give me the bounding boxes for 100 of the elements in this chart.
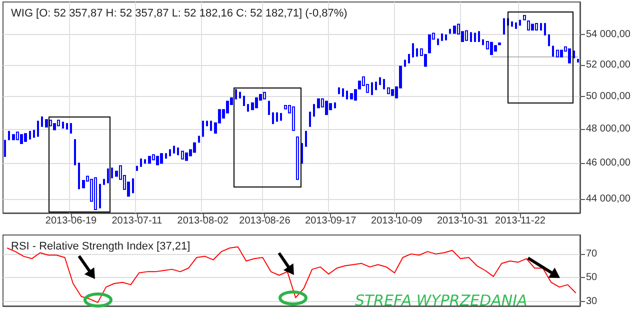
candlestick [387, 87, 390, 94]
candlestick [577, 58, 579, 63]
candlestick [177, 147, 179, 156]
candlestick [379, 77, 381, 86]
y-tick-label: 50 [586, 272, 598, 284]
x-tick-label: 2013-10-09 [371, 216, 423, 226]
candlestick [552, 46, 554, 57]
candlestick [416, 48, 418, 57]
candlestick [568, 48, 571, 64]
candlestick [16, 132, 19, 140]
candlestick [243, 96, 245, 106]
candlestick [103, 178, 105, 185]
y-tick-label: 50 000,00 [586, 90, 631, 102]
candlestick [441, 34, 443, 41]
candlestick [276, 112, 278, 122]
candlestick [160, 153, 163, 164]
x-tick-label: 2013-09-17 [305, 216, 357, 226]
candlestick [540, 23, 542, 31]
candlestick [148, 156, 151, 164]
candlestick [198, 136, 200, 143]
candlestick [465, 30, 468, 41]
candlestick [4, 140, 6, 157]
candlestick [82, 180, 85, 188]
candlestick [519, 20, 521, 26]
candlestick [268, 100, 270, 115]
y-tick-label: 30 [586, 296, 598, 307]
candlestick [41, 116, 43, 127]
candlestick [531, 24, 534, 31]
candlestick [12, 134, 15, 140]
candlestick [144, 159, 146, 164]
candlestick [544, 23, 546, 36]
candlestick [136, 166, 138, 171]
y-tick-label: 52 000,00 [586, 59, 631, 70]
candlestick [272, 112, 274, 124]
candlestick [239, 92, 241, 98]
candlestick [383, 78, 385, 90]
x-tick-label: 2013-06-19 [45, 216, 98, 226]
candlestick [437, 38, 439, 46]
candlestick [511, 21, 513, 27]
candlestick [412, 43, 414, 58]
candlestick [309, 112, 311, 127]
candlestick [375, 82, 377, 90]
candlestick [24, 133, 27, 142]
candlestick [490, 42, 493, 55]
y-tick-label: 54 000,00 [586, 29, 631, 40]
candlestick [53, 123, 56, 130]
x-tick-label: 2013-10-31 [436, 216, 489, 226]
candlestick [338, 87, 340, 94]
x-tick-label: 2013-08-26 [239, 216, 291, 226]
candlestick [235, 89, 237, 100]
candlestick [449, 28, 451, 34]
candlestick [313, 104, 315, 117]
candlestick [325, 100, 328, 115]
candlestick [66, 123, 68, 130]
candlestick [62, 122, 64, 129]
candlestick [515, 22, 517, 29]
candlestick [560, 50, 563, 58]
candlestick [523, 15, 526, 20]
candlestick [453, 26, 456, 34]
y-tick-label: 48 000,00 [586, 124, 631, 135]
candlestick [181, 150, 184, 160]
candlestick [29, 130, 31, 140]
candlestick [33, 130, 35, 138]
candlestick [494, 45, 497, 52]
candlestick [202, 120, 204, 137]
candlestick [37, 120, 39, 137]
candlestick [263, 92, 266, 100]
candlestick [535, 23, 538, 31]
candlestick [8, 130, 10, 140]
candlestick [391, 89, 394, 96]
candlestick [169, 149, 171, 156]
candlestick [317, 98, 320, 108]
candlestick [292, 106, 295, 131]
candlestick [156, 156, 159, 166]
candlestick [185, 152, 188, 161]
candlestick [255, 97, 258, 108]
candlestick [132, 178, 134, 194]
candlestick [99, 184, 101, 208]
y-tick-label: 70 [586, 248, 598, 260]
candlestick [428, 34, 431, 54]
annotation: STREFA WYPRZEDANIA [355, 292, 528, 310]
candlestick [482, 39, 484, 46]
candlestick [470, 32, 472, 42]
candlestick [334, 102, 336, 108]
candlestick [165, 153, 167, 159]
candlestick [498, 42, 501, 46]
candlestick [556, 50, 559, 58]
candlestick [193, 142, 196, 153]
candlestick [371, 82, 373, 96]
candlestick [342, 88, 344, 97]
candlestick [20, 134, 23, 144]
candlestick [284, 105, 287, 110]
candlestick [74, 139, 76, 166]
candlestick [548, 34, 550, 46]
x-tick-label: 2013-08-02 [177, 216, 229, 226]
text: WIG [O: 52 357,87 H: 52 357,87 L: 52 182,16 C: 52 182,71] (-0,87%) [11, 8, 348, 20]
candlestick [70, 123, 72, 134]
x-tick-label: 2013-11-22 [495, 216, 546, 226]
candlestick [350, 93, 353, 100]
candlestick [206, 120, 208, 126]
